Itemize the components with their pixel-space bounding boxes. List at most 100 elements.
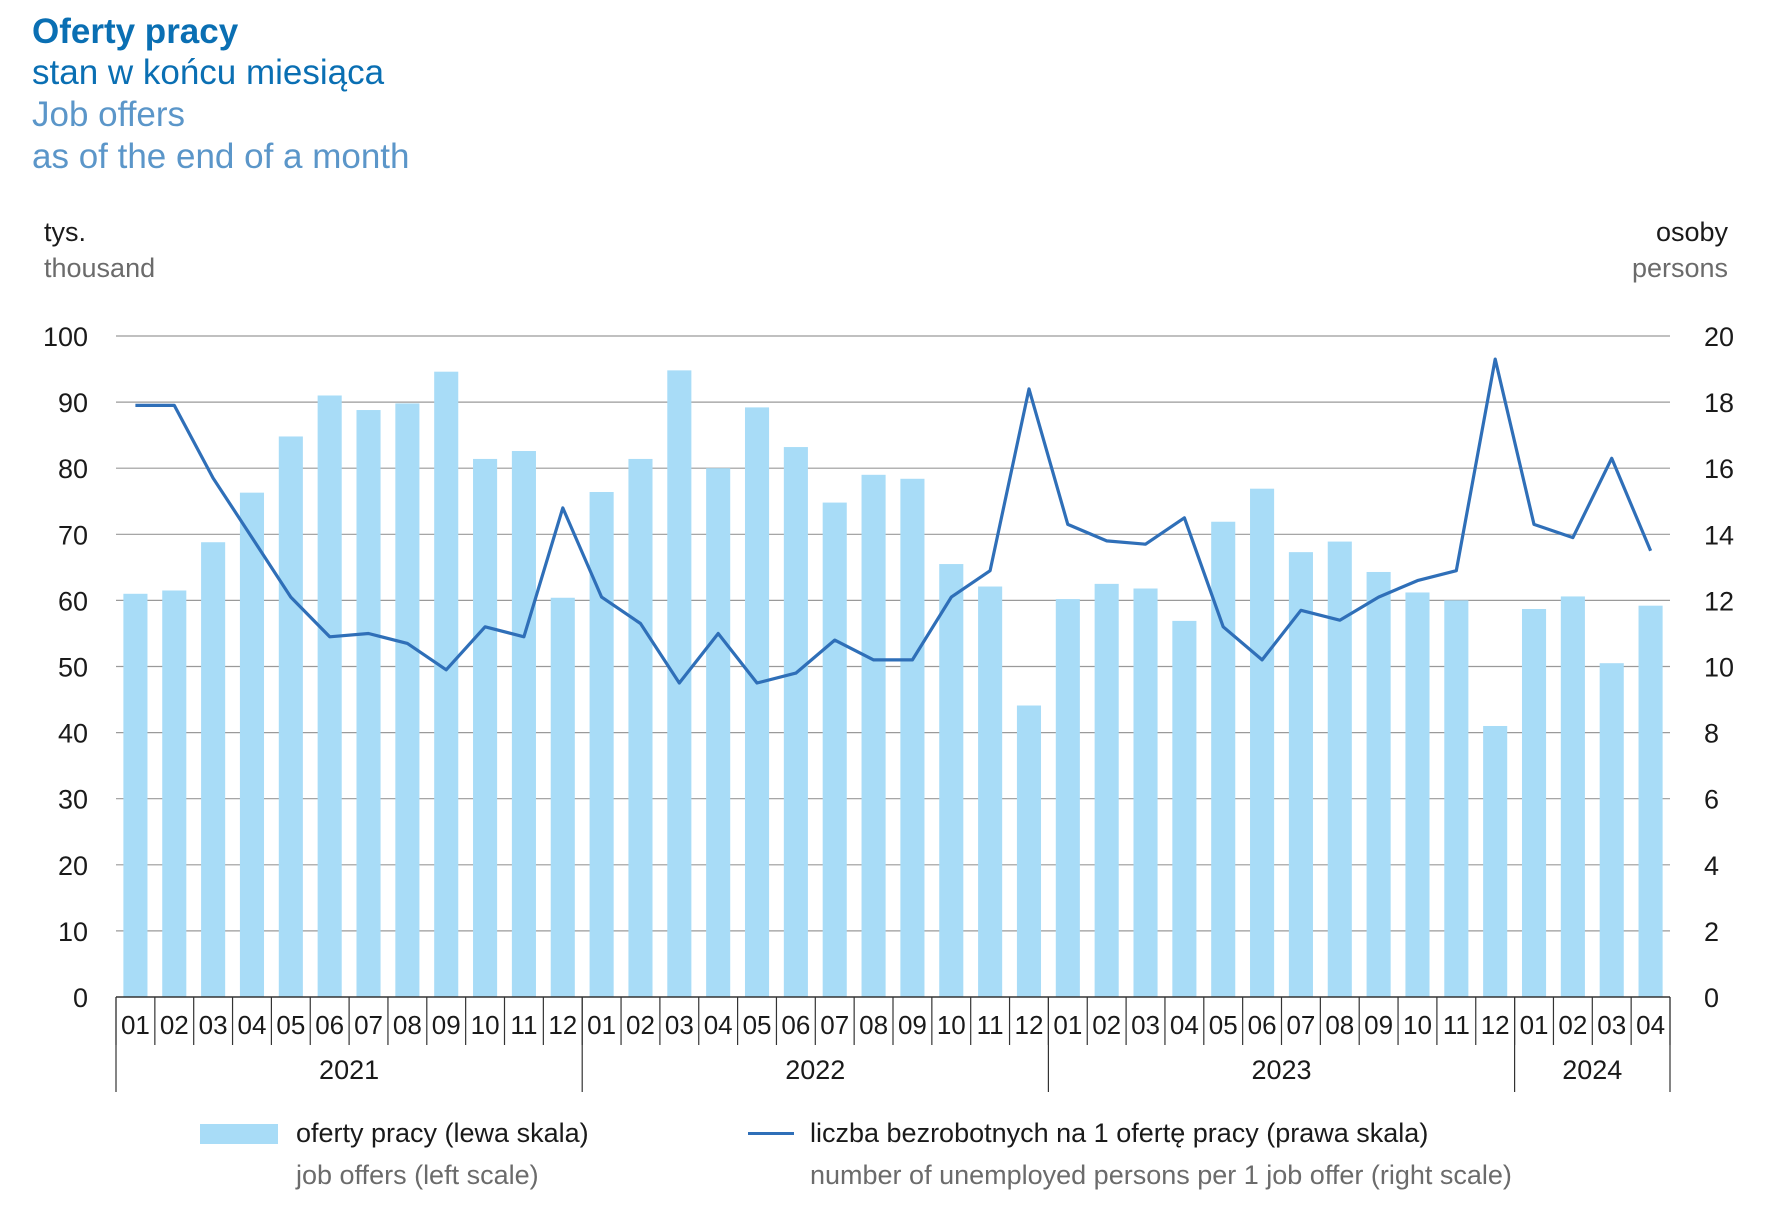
bar — [239, 492, 265, 997]
legend-bars-label-pl: oferty pracy (lewa skala) — [296, 1118, 589, 1148]
year-label: 2024 — [1562, 1055, 1622, 1085]
right-axis-tick-label: 12 — [1704, 586, 1734, 616]
year-label: 2021 — [319, 1055, 379, 1085]
bar — [511, 451, 536, 997]
month-tick-label: 12 — [1481, 1010, 1510, 1040]
month-tick-label: 09 — [1364, 1010, 1393, 1040]
month-tick-label: 07 — [1286, 1010, 1315, 1040]
right-axis-tick-label: 2 — [1704, 917, 1719, 947]
left-axis-unit-en: thousand — [44, 253, 156, 283]
month-tick-label: 12 — [1015, 1010, 1044, 1040]
bar — [434, 371, 459, 998]
bar — [123, 593, 148, 997]
month-tick-label: 09 — [898, 1010, 927, 1040]
bar — [1016, 705, 1042, 997]
bar — [1444, 600, 1469, 997]
left-axis-tick-label: 50 — [58, 653, 88, 683]
axes — [115, 996, 1671, 1092]
month-tick-label: 02 — [160, 1010, 189, 1040]
bar — [1133, 588, 1158, 997]
month-tick-label: 06 — [1248, 1010, 1277, 1040]
right-axis-unit-pl: osoby — [1655, 217, 1728, 247]
bar — [1521, 608, 1547, 997]
left-axis-tick-label: 40 — [58, 719, 88, 749]
month-tick-label: 06 — [781, 1010, 810, 1040]
legend-line-label-en: number of unemployed persons per 1 job o… — [810, 1160, 1512, 1190]
bar-series — [123, 370, 1663, 998]
month-tick-label: 07 — [354, 1010, 383, 1040]
bar — [1366, 571, 1391, 997]
right-axis-tick-label: 10 — [1704, 653, 1734, 683]
legend-line-label-pl: liczba bezrobotnych na 1 ofertę pracy (p… — [810, 1118, 1429, 1148]
bar — [1483, 725, 1508, 997]
legend-line-swatch — [748, 1132, 794, 1135]
month-tick-label: 03 — [1597, 1010, 1626, 1040]
bar — [317, 395, 342, 997]
bar — [162, 590, 187, 997]
month-tick-label: 04 — [238, 1010, 267, 1040]
left-axis-tick-label: 70 — [58, 520, 88, 550]
month-tick-label: 11 — [510, 1010, 537, 1040]
right-axis-tick-label: 8 — [1704, 719, 1719, 749]
left-axis-tick-label: 20 — [58, 851, 88, 881]
month-tick-label: 10 — [471, 1010, 500, 1040]
right-axis-tick-label: 0 — [1704, 983, 1719, 1013]
bar — [395, 403, 420, 997]
month-tick-label: 11 — [977, 1010, 1004, 1040]
bar — [744, 407, 770, 997]
month-tick-label: 07 — [820, 1010, 849, 1040]
month-tick-label: 03 — [1131, 1010, 1160, 1040]
month-tick-label: 01 — [1520, 1010, 1549, 1040]
bar — [939, 564, 964, 997]
right-axis-unit: osoby persons — [1632, 214, 1728, 286]
left-axis-tick-label: 60 — [58, 586, 88, 616]
line-series-path — [135, 357, 1653, 685]
left-axis-tick-label: 90 — [58, 388, 88, 418]
month-tick-label: 01 — [121, 1010, 150, 1040]
month-tick-label: 02 — [1558, 1010, 1587, 1040]
right-axis-tick-label: 18 — [1704, 388, 1734, 418]
bar — [278, 436, 303, 997]
bar — [706, 468, 731, 997]
legend-bars-label-en: job offers (left scale) — [296, 1160, 539, 1190]
month-tick-label: 12 — [548, 1010, 577, 1040]
month-tick-label: 05 — [743, 1010, 772, 1040]
left-axis-unit-pl: tys. — [44, 217, 87, 247]
month-tick-label: 10 — [1403, 1010, 1432, 1040]
bar — [1599, 663, 1624, 997]
month-tick-label: 02 — [626, 1010, 655, 1040]
bar — [1094, 583, 1119, 997]
bar — [201, 542, 226, 997]
bar — [589, 491, 614, 997]
year-label: 2023 — [1251, 1055, 1311, 1085]
bar — [473, 458, 498, 997]
title-block: Oferty pracy stan w końcu miesiąca Job o… — [32, 12, 409, 178]
bar — [822, 502, 847, 997]
month-tick-label: 02 — [1092, 1010, 1121, 1040]
bar — [356, 410, 381, 998]
left-axis-tick-label: 100 — [43, 322, 88, 352]
bar — [783, 447, 808, 998]
chart-subtitle-en: as of the end of a month — [32, 137, 410, 176]
left-axis-tick-label: 0 — [73, 983, 88, 1013]
month-tick-label: 08 — [393, 1010, 422, 1040]
line-series — [135, 357, 1653, 685]
right-axis-tick-label: 16 — [1704, 454, 1734, 484]
month-tick-label: 04 — [1170, 1010, 1199, 1040]
month-tick-label: 04 — [704, 1010, 733, 1040]
bar — [1211, 521, 1236, 997]
chart-title-pl: Oferty pracy — [32, 12, 239, 51]
left-axis-tick-label: 30 — [58, 785, 88, 815]
month-tick-label: 05 — [276, 1010, 305, 1040]
bar — [1172, 620, 1197, 997]
chart-subtitle-pl: stan w końcu miesiąca — [32, 53, 385, 92]
month-tick-label: 09 — [432, 1010, 461, 1040]
bar — [628, 458, 653, 997]
month-tick-label: 08 — [1325, 1010, 1354, 1040]
month-tick-label: 05 — [1209, 1010, 1238, 1040]
bar — [1250, 488, 1275, 997]
year-label: 2022 — [785, 1055, 845, 1085]
legend-item-line: liczba bezrobotnych na 1 ofertę pracy (p… — [810, 1112, 1512, 1196]
right-axis-tick-label: 14 — [1704, 520, 1734, 550]
